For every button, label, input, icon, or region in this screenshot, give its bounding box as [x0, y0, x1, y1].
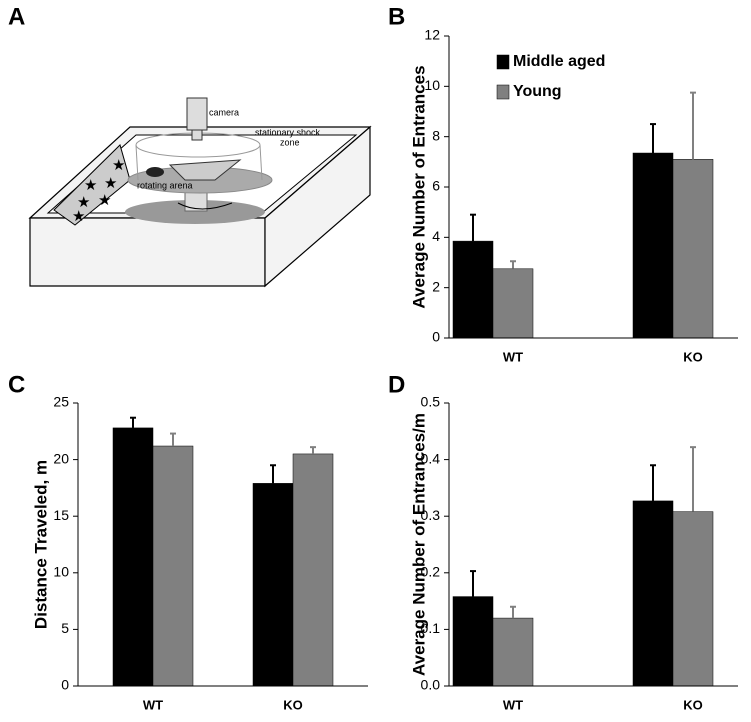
y-tick-label: 10: [53, 564, 69, 580]
x-tick-label: WT: [143, 697, 163, 712]
star: ★: [72, 208, 85, 225]
legend-swatch: [496, 54, 510, 70]
diagram-text: zone: [280, 137, 300, 147]
y-tick-label: 12: [424, 27, 440, 43]
panel-label: C: [8, 371, 25, 398]
star: ★: [104, 175, 117, 192]
bar: [492, 268, 534, 339]
legend-label: Young: [513, 83, 562, 100]
y-tick-label: 4: [432, 228, 440, 244]
x-tick-label: KO: [283, 697, 303, 712]
star: ★: [84, 177, 97, 194]
bar: [672, 159, 714, 339]
box-side: [264, 125, 371, 288]
y-axis-label: Distance Traveled, m: [31, 460, 50, 629]
camera-lens: [191, 129, 203, 141]
cylinder-wall: [259, 144, 263, 181]
y-tick-label: 0.0: [421, 677, 441, 693]
y-tick-label: 8: [432, 127, 440, 143]
y-tick-label: 2: [432, 278, 440, 294]
mouse: [146, 167, 164, 177]
camera: [186, 97, 208, 131]
y-tick-label: 10: [424, 77, 440, 93]
legend-swatch: [496, 84, 510, 100]
x-tick-label: WT: [503, 349, 523, 364]
panel-label: B: [388, 3, 405, 30]
panel-label: A: [8, 3, 25, 30]
stars: ★ ★ ★ ★ ★ ★: [72, 157, 125, 225]
bar: [112, 427, 154, 687]
y-tick-label: 15: [53, 507, 69, 523]
shock-zone: [168, 159, 242, 181]
y-tick-label: 20: [53, 450, 69, 466]
rotation-arrow: [177, 202, 233, 210]
y-tick-label: 0.3: [421, 507, 441, 523]
y-axis-label: Average Number of Entrances: [409, 65, 428, 308]
y-tick-label: 0.4: [421, 450, 441, 466]
bar: [152, 445, 194, 687]
star: ★: [112, 157, 125, 174]
y-tick-label: 0.2: [421, 564, 441, 580]
y-tick-label: 6: [432, 178, 440, 194]
diagram-text: stationary shock: [255, 127, 321, 137]
y-tick-label: 5: [61, 620, 69, 636]
y-tick-label: 0.1: [421, 620, 441, 636]
bar: [292, 453, 334, 687]
y-tick-label: 0: [61, 677, 69, 693]
bar: [672, 511, 714, 687]
bar: [632, 500, 674, 687]
y-tick-label: 25: [53, 394, 69, 410]
x-tick-label: KO: [683, 697, 703, 712]
diagram: A ★ ★ ★ ★ ★ ★ camera stationary shock zo…: [8, 3, 372, 288]
cylinder-wall: [135, 144, 139, 181]
star: ★: [77, 194, 90, 211]
bar: [252, 483, 294, 687]
box-front: [29, 217, 266, 287]
diagram-text: rotating arena: [137, 180, 193, 190]
y-tick-label: 0.5: [421, 394, 441, 410]
bar: [492, 617, 534, 687]
panel-label: D: [388, 371, 405, 398]
bar: [452, 596, 494, 687]
bar: [632, 152, 674, 339]
bar: [452, 240, 494, 339]
x-tick-label: WT: [503, 697, 523, 712]
diagram-text: camera: [209, 107, 239, 117]
arena-base: [125, 200, 265, 224]
x-tick-label: KO: [683, 349, 703, 364]
y-tick-label: 0: [432, 329, 440, 345]
y-axis-label: Average Number of Entrances/m: [409, 413, 428, 676]
legend-label: Middle aged: [513, 53, 605, 70]
star: ★: [98, 192, 111, 209]
